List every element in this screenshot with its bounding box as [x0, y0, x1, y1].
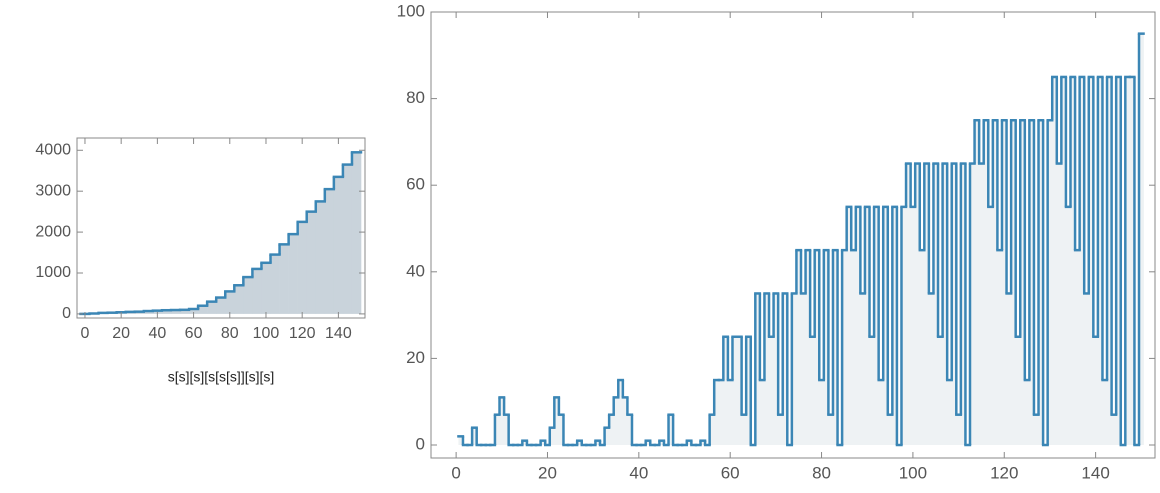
area-fill	[929, 293, 934, 445]
area-fill	[879, 380, 884, 445]
area-fill	[870, 337, 875, 445]
area-fill	[997, 250, 1002, 445]
x-tick-label: 0	[451, 463, 460, 482]
area-fill	[911, 207, 916, 445]
area-fill	[810, 337, 815, 445]
area-fill	[261, 263, 270, 314]
y-tick-label: 80	[406, 88, 425, 107]
y-tick-label: 20	[406, 348, 425, 367]
y-tick-label: 3000	[35, 182, 71, 199]
area-fill	[352, 152, 361, 314]
x-tick-label: 60	[185, 325, 203, 342]
area-fill	[1112, 415, 1117, 445]
area-fill	[979, 164, 984, 445]
x-tick-label: 140	[325, 325, 352, 342]
area-fill	[343, 165, 352, 314]
area-fill	[1075, 250, 1080, 445]
area-fill	[920, 250, 925, 445]
area-fill	[769, 337, 774, 445]
area-fill	[819, 380, 824, 445]
area-fill	[956, 415, 961, 445]
area-fill	[216, 298, 225, 314]
y-tick-label: 4000	[35, 141, 71, 158]
y-tick-label: 0	[416, 434, 425, 453]
area-fill	[1034, 415, 1039, 445]
area-fill	[1025, 380, 1030, 445]
x-tick-label: 120	[289, 325, 316, 342]
area-fill	[225, 291, 234, 314]
y-tick-label: 2000	[35, 223, 71, 240]
area-fill	[888, 415, 893, 445]
area-fill	[860, 293, 865, 445]
y-tick-label: 0	[62, 305, 71, 322]
area-fill	[243, 277, 252, 314]
area-fill	[316, 201, 325, 314]
x-tick-label: 60	[721, 463, 740, 482]
area-fill	[1102, 380, 1107, 445]
area-fill	[280, 244, 289, 314]
x-axis-label: s[s][s][s[s[s]][s][s]	[168, 369, 275, 385]
area-fill	[742, 415, 747, 445]
x-tick-label: 140	[1081, 463, 1109, 482]
x-tick-label: 40	[148, 325, 166, 342]
y-tick-label: 100	[397, 1, 425, 20]
area-fill	[325, 189, 334, 314]
area-fill	[289, 234, 298, 314]
x-tick-label: 80	[812, 463, 831, 482]
area-fill	[334, 177, 343, 314]
x-tick-label: 20	[538, 463, 557, 482]
x-tick-label: 20	[112, 325, 130, 342]
area-fill	[988, 207, 993, 445]
x-tick-label: 120	[990, 463, 1018, 482]
area-fill	[252, 269, 261, 314]
area-fill	[778, 415, 783, 445]
area-fill	[207, 302, 216, 314]
area-fill	[719, 380, 724, 445]
area-fill	[1057, 164, 1062, 445]
x-tick-label: 40	[629, 463, 648, 482]
area-fill	[1084, 293, 1089, 445]
area-fill	[298, 222, 307, 314]
area-fill	[1007, 293, 1012, 445]
area-fill	[851, 250, 856, 445]
area-fill	[307, 212, 316, 314]
area-fill	[1093, 337, 1098, 445]
area-fill	[975, 120, 980, 445]
area-fill	[1066, 207, 1071, 445]
area-fill	[234, 285, 243, 314]
area-fill	[728, 380, 733, 445]
y-tick-label: 40	[406, 261, 425, 280]
area-fill	[947, 380, 952, 445]
y-tick-label: 1000	[35, 264, 71, 281]
area-fill	[271, 255, 280, 314]
x-tick-label: 100	[253, 325, 280, 342]
area-fill	[801, 293, 806, 445]
area-fill	[760, 380, 765, 445]
x-tick-label: 0	[81, 325, 90, 342]
area-fill	[1016, 337, 1021, 445]
area-fill	[828, 415, 833, 445]
y-tick-label: 60	[406, 175, 425, 194]
x-tick-label: 80	[221, 325, 239, 342]
x-tick-label: 100	[899, 463, 927, 482]
area-fill	[938, 337, 943, 445]
